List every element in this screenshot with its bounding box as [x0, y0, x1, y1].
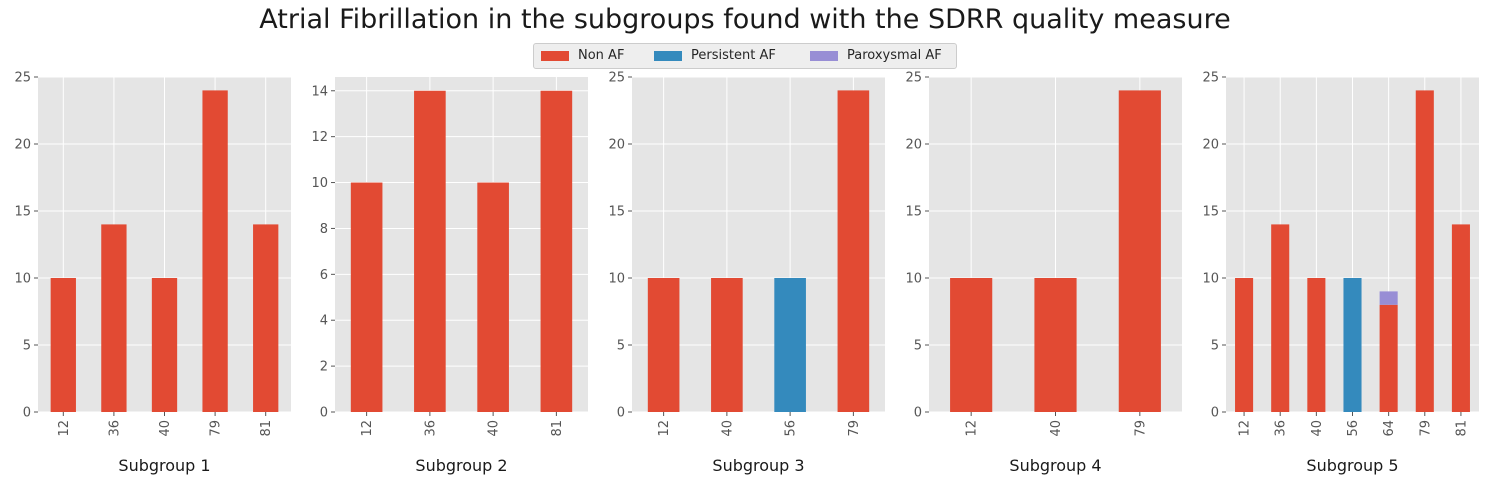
- bar-non-af-79: [1118, 90, 1161, 413]
- legend-swatch-non-af: [541, 51, 569, 61]
- bar-non-af-12: [1235, 278, 1254, 412]
- y-tick-label: 8: [320, 222, 328, 237]
- y-tick-label: 5: [23, 339, 31, 354]
- bar-non-af-40: [1034, 278, 1077, 412]
- x-axis-label: Subgroup 4: [1009, 456, 1101, 475]
- x-axis-label: Subgroup 2: [415, 456, 507, 475]
- y-tick-label: 5: [617, 339, 625, 354]
- x-axis-label: Subgroup 3: [712, 456, 804, 475]
- y-tick-label: 20: [14, 138, 31, 153]
- x-tick-label: 79: [1418, 420, 1433, 437]
- bar-non-af-81: [540, 90, 573, 412]
- bar-non-af-12: [350, 182, 383, 412]
- y-tick-label: 15: [14, 205, 31, 220]
- bar-non-af-12: [647, 278, 680, 412]
- legend-swatch-persistent-af: [654, 51, 682, 61]
- y-tick-label: 0: [1211, 406, 1219, 421]
- bar-non-af-81: [253, 224, 279, 412]
- bar-non-af-40: [711, 278, 743, 412]
- x-tick-label: 36: [423, 420, 438, 437]
- legend-label-non-af: Non AF: [578, 48, 625, 63]
- y-tick-label: 10: [905, 272, 922, 287]
- y-tick-label: 0: [320, 406, 328, 421]
- legend-label-persistent-af: Persistent AF: [691, 48, 776, 63]
- y-tick-label: 0: [23, 406, 31, 421]
- x-tick-label: 36: [107, 420, 122, 437]
- y-tick-label: 10: [608, 272, 625, 287]
- subplot-4: 0 5 10 15 20 25 12 40 79 Subgroup 4: [905, 71, 1182, 475]
- x-tick-label: 40: [720, 420, 735, 437]
- bar-non-af-79: [837, 90, 870, 413]
- y-tick-label: 0: [914, 406, 922, 421]
- y-tick-label: 10: [1202, 272, 1219, 287]
- bar-non-af-40: [477, 182, 509, 412]
- x-axis-label: Subgroup 1: [118, 456, 210, 475]
- x-tick-label: 12: [965, 420, 980, 437]
- y-tick-label: 10: [14, 272, 31, 287]
- x-tick-label: 40: [158, 420, 173, 437]
- y-tick-label: 15: [608, 205, 625, 220]
- y-tick-label: 5: [1211, 339, 1219, 354]
- x-tick-label: 40: [487, 420, 502, 437]
- x-tick-label: 56: [784, 420, 799, 437]
- y-tick-label: 0: [617, 406, 625, 421]
- y-tick-label: 25: [608, 71, 625, 86]
- bar-non-af-36: [414, 90, 446, 412]
- y-tick-label: 6: [320, 268, 328, 283]
- subplot-3: 0 5 10 15 20 25 12 40 56 79 Subgroup 3: [608, 71, 885, 475]
- x-tick-label: 81: [259, 420, 274, 437]
- legend: Non AF Persistent AF Paroxysmal AF: [533, 43, 957, 69]
- y-tick-label: 10: [311, 176, 328, 191]
- x-tick-label: 40: [1049, 420, 1064, 437]
- x-tick-label: 12: [57, 420, 72, 437]
- bar-paroxysmal-af-64: [1379, 291, 1398, 305]
- x-tick-label: 12: [657, 420, 672, 437]
- bar-non-af-81: [1451, 224, 1470, 412]
- y-tick-label: 2: [320, 360, 328, 375]
- x-tick-label: 79: [847, 420, 862, 437]
- y-tick-label: 14: [311, 84, 328, 99]
- y-tick-label: 5: [914, 339, 922, 354]
- bar-persistent-af-56: [774, 278, 806, 412]
- y-tick-label: 12: [311, 130, 328, 145]
- y-tick-label: 25: [905, 71, 922, 86]
- bar-non-af-40: [1307, 278, 1326, 412]
- subplot-5: 0 5 10 15 20 25 12 36 40 56 64 79 81 Subgroup 5: [1202, 71, 1479, 475]
- y-tick-label: 20: [905, 138, 922, 153]
- y-tick-label: 25: [14, 71, 31, 86]
- x-tick-label: 56: [1346, 420, 1361, 437]
- x-tick-label: 40: [1310, 420, 1325, 437]
- subplot-1: 0 5 10 15 20 25 12 36 40 79 81 Subgroup 1: [14, 71, 291, 475]
- legend-label-paroxysmal-af: Paroxysmal AF: [847, 48, 942, 63]
- bar-non-af-12: [50, 278, 76, 412]
- x-tick-label: 81: [1454, 420, 1469, 437]
- y-tick-label: 25: [1202, 71, 1219, 86]
- y-tick-label: 20: [1202, 138, 1219, 153]
- y-tick-label: 15: [905, 205, 922, 220]
- bar-non-af-79: [1415, 90, 1434, 413]
- bar-non-af-36: [1271, 224, 1290, 412]
- y-tick-label: 4: [320, 314, 328, 329]
- x-tick-label: 79: [209, 420, 224, 437]
- y-tick-label: 20: [608, 138, 625, 153]
- bar-non-af-40: [151, 278, 178, 412]
- y-tick-label: 15: [1202, 205, 1219, 220]
- x-tick-label: 79: [1133, 420, 1148, 437]
- bar-non-af-36: [101, 224, 127, 412]
- bar-non-af-79: [202, 90, 228, 413]
- x-tick-label: 12: [1238, 420, 1253, 437]
- x-tick-label: 64: [1382, 420, 1397, 437]
- x-tick-label: 12: [360, 420, 375, 437]
- x-tick-label: 36: [1274, 420, 1289, 437]
- chart-title: Atrial Fibrillation in the subgroups fou…: [259, 4, 1231, 35]
- bar-non-af-64: [1379, 304, 1398, 412]
- subplot-2: 0 2 4 6 8 10 12 14 12 36 40 81 Subgroup 2: [311, 77, 588, 475]
- x-axis-label: Subgroup 5: [1306, 456, 1398, 475]
- x-tick-label: 81: [550, 420, 565, 437]
- bar-non-af-12: [950, 278, 993, 412]
- legend-swatch-paroxysmal-af: [810, 51, 838, 61]
- bar-persistent-af-56: [1343, 278, 1362, 412]
